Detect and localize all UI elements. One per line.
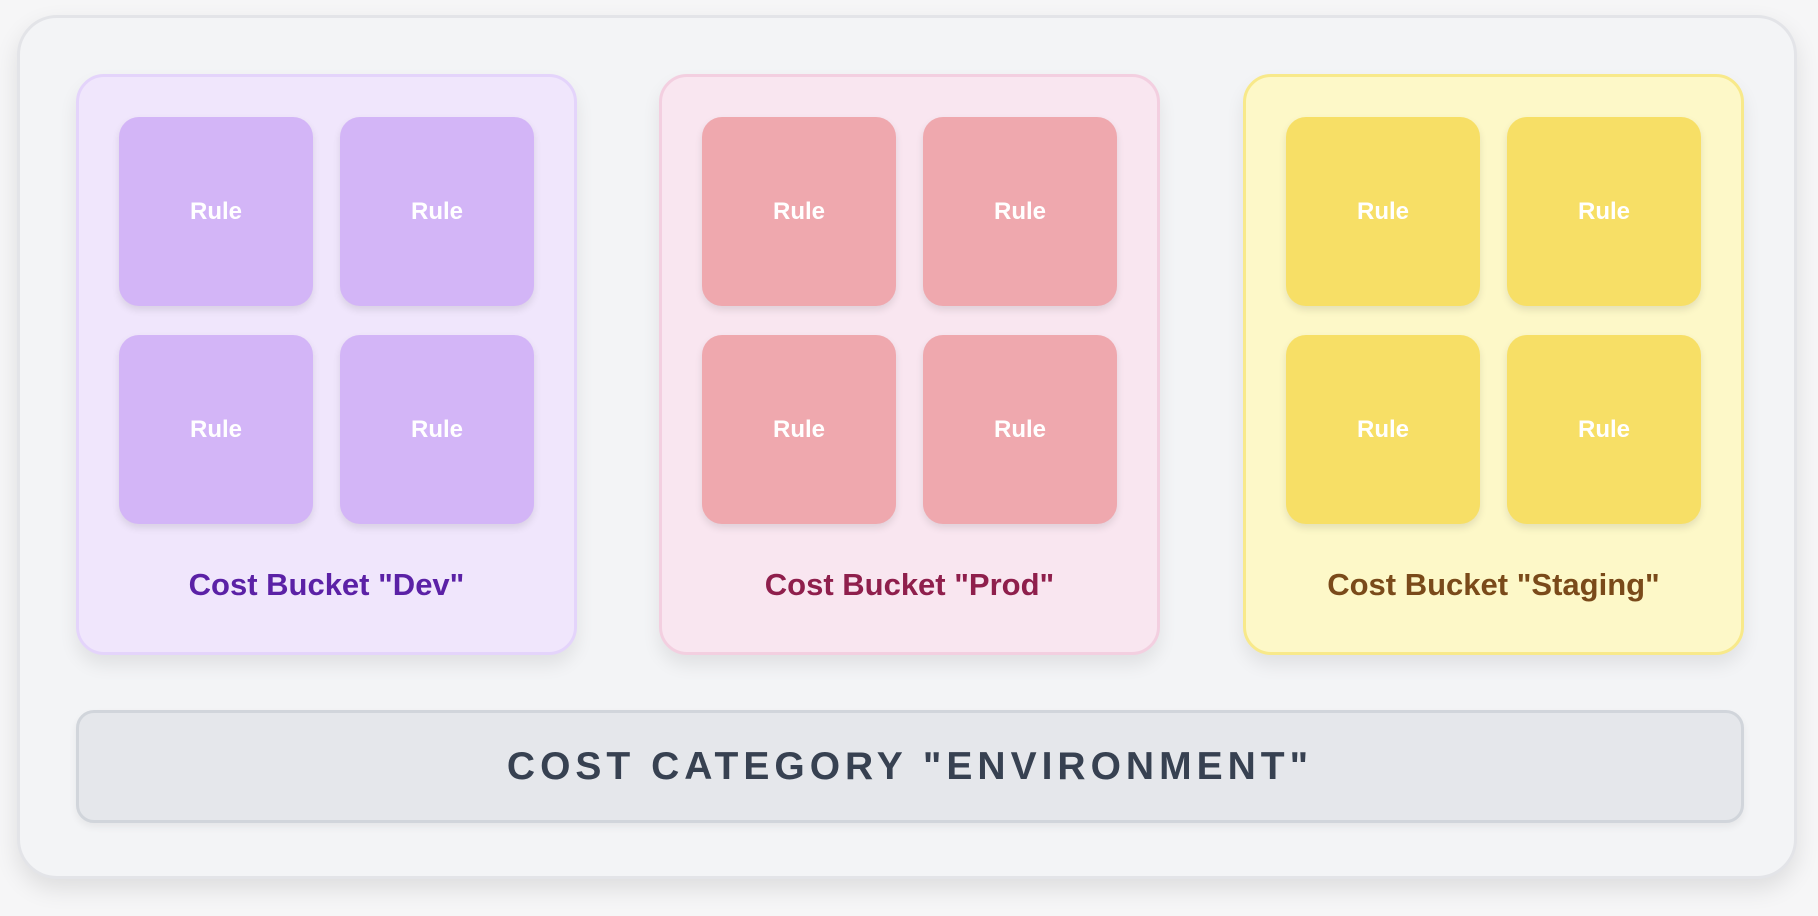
- rule-box: Rule: [1286, 117, 1480, 306]
- rule-box: Rule: [340, 117, 534, 306]
- rule-box: Rule: [340, 335, 534, 524]
- bucket-label: Cost Bucket "Staging": [1327, 567, 1660, 602]
- bucket-staging: Rule Rule Rule Rule Cost Bucket "Staging…: [1243, 74, 1744, 655]
- rule-box: Rule: [923, 335, 1117, 524]
- bucket-dev: Rule Rule Rule Rule Cost Bucket "Dev": [76, 74, 577, 655]
- rule-box: Rule: [702, 117, 896, 306]
- rule-box: Rule: [923, 117, 1117, 306]
- rule-box: Rule: [702, 335, 896, 524]
- bucket-label: Cost Bucket "Dev": [188, 567, 465, 602]
- rule-box: Rule: [1507, 117, 1701, 306]
- bucket-label: Cost Bucket "Prod": [764, 567, 1055, 602]
- bucket-prod: Rule Rule Rule Rule Cost Bucket "Prod": [659, 74, 1160, 655]
- rule-box: Rule: [119, 117, 313, 306]
- rule-box: Rule: [119, 335, 313, 524]
- rule-box: Rule: [1507, 335, 1701, 524]
- rule-box: Rule: [1286, 335, 1480, 524]
- cost-category-bar: COST CATEGORY "ENVIRONMENT": [76, 710, 1744, 823]
